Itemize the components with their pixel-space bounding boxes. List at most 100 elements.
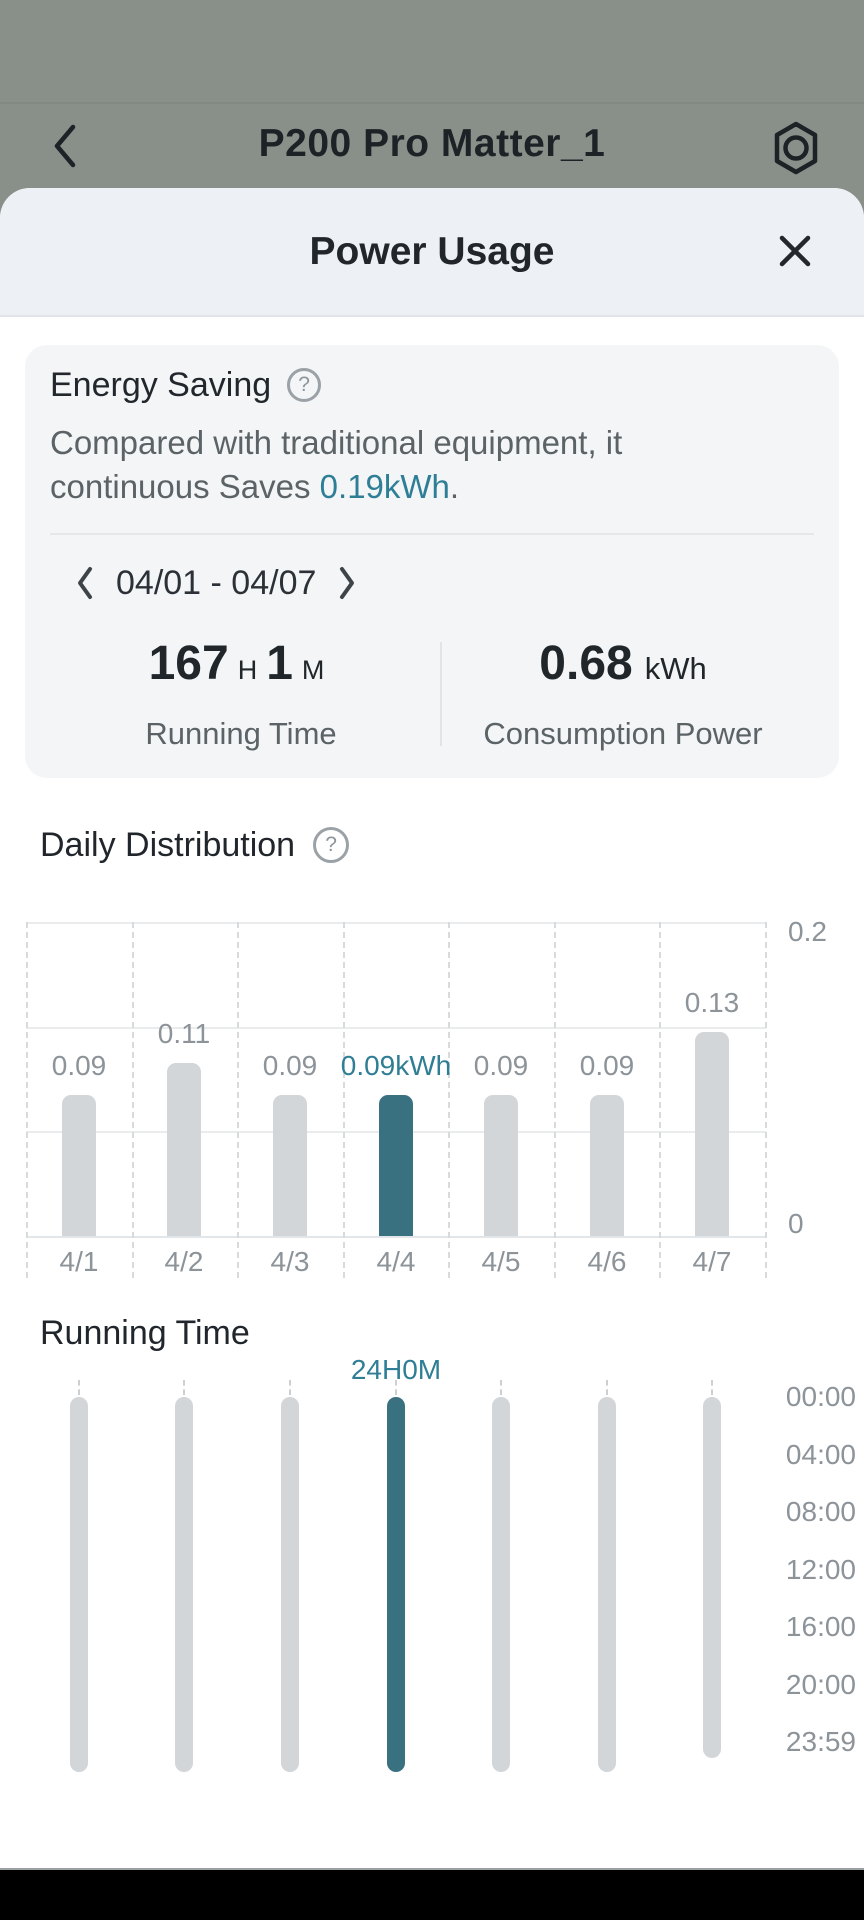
daily-bar-value-label: 0.09 xyxy=(473,1050,529,1081)
daily-chart: 0.09 4/1 0.11 4/2 0.09 4/3 0.09kWh 4/4 0.09 4/5 0.… xyxy=(0,916,864,1287)
energy-saving-description: Compared with traditional equipment, it … xyxy=(50,421,814,509)
date-range-label: 04/01 - 04/07 xyxy=(116,563,317,602)
daily-bar[interactable] xyxy=(379,1095,413,1236)
kwh-unit: kWh xyxy=(644,651,707,686)
next-week-button[interactable] xyxy=(334,563,360,603)
daily-x-label: 4/3 xyxy=(270,1246,310,1277)
runtime-bar-tick xyxy=(289,1380,291,1395)
chevron-right-icon xyxy=(340,567,355,599)
runtime-time-tick: 12:00 xyxy=(785,1554,856,1585)
chevron-left-icon xyxy=(78,567,92,599)
minutes-value: 1 xyxy=(266,637,293,690)
app-header: P200 Pro Matter_1 xyxy=(0,0,864,188)
close-button[interactable] xyxy=(766,222,824,280)
description-suffix: . xyxy=(449,468,460,505)
energy-saving-card: Energy Saving ? Compared with traditiona… xyxy=(25,345,839,778)
daily-bar-value-label: 0.09 xyxy=(262,1050,318,1081)
energy-saving-title: Energy Saving xyxy=(50,365,272,404)
runtime-time-tick: 00:00 xyxy=(785,1381,856,1412)
consumption-stat: 0.68 kWh Consumption Power xyxy=(432,636,814,752)
daily-x-label: 4/2 xyxy=(164,1246,204,1277)
daily-bar[interactable] xyxy=(484,1095,518,1236)
runtime-bar-tick xyxy=(500,1380,502,1395)
runtime-bar xyxy=(703,1397,721,1758)
question-mark-icon: ? xyxy=(325,833,337,856)
x-axis-line xyxy=(26,1236,766,1238)
grid-hline xyxy=(26,1027,766,1029)
runtime-bar-tick xyxy=(606,1380,608,1395)
description-line1: Compared with traditional equipment, it xyxy=(50,424,623,461)
runtime-bar-tick xyxy=(183,1380,185,1395)
running-time-stat-label: Running Time xyxy=(145,716,337,751)
hours-value: 167 xyxy=(148,637,229,690)
stats-divider xyxy=(439,642,442,746)
runtime-bar xyxy=(175,1397,193,1772)
daily-y-tick: 0.2 xyxy=(788,916,827,947)
back-button[interactable] xyxy=(38,116,94,176)
runtime-time-tick: 20:00 xyxy=(785,1669,856,1700)
daily-bar-value-label: 0.09 xyxy=(51,1050,107,1081)
power-usage-sheet: Power Usage Energy Saving ? Compared wit… xyxy=(0,188,864,1920)
runtime-bar xyxy=(70,1397,88,1772)
sheet-header: Power Usage xyxy=(0,188,864,317)
runtime-bar xyxy=(492,1397,510,1772)
energy-saving-title-row: Energy Saving ? xyxy=(50,363,814,407)
settings-button[interactable] xyxy=(764,114,828,182)
daily-bar-value-label: 0.13 xyxy=(684,987,740,1018)
daily-x-label: 4/6 xyxy=(587,1246,627,1277)
energy-saving-help-icon[interactable]: ? xyxy=(287,368,322,402)
consumption-stat-label: Consumption Power xyxy=(483,716,763,751)
daily-distribution-title: Daily Distribution xyxy=(40,825,296,864)
daily-bar[interactable] xyxy=(695,1032,729,1236)
card-divider xyxy=(50,533,814,535)
consumption-value: 0.68 kWh xyxy=(432,636,814,692)
grid-vline xyxy=(343,922,345,1278)
chevron-left-icon xyxy=(54,124,76,168)
daily-bar[interactable] xyxy=(62,1095,96,1236)
grid-vline xyxy=(554,922,556,1278)
savings-value: 0.19kWh xyxy=(319,468,450,505)
grid-vline xyxy=(765,922,767,1278)
grid-vline xyxy=(132,922,134,1278)
gesture-nav-bar xyxy=(0,1868,864,1920)
daily-bar-value-label: 0.09 xyxy=(579,1050,635,1081)
device-title: P200 Pro Matter_1 xyxy=(258,122,606,165)
question-mark-icon: ? xyxy=(298,373,310,396)
stats-row: 167 H 1 M Running Time 0.68 kWh Consumption … xyxy=(50,636,814,752)
kwh-value: 0.68 xyxy=(539,637,633,690)
running-time-heading: Running Time xyxy=(40,1310,250,1356)
running-time-stat: 167 H 1 M Running Time xyxy=(50,636,432,752)
daily-bar-value-label: 0.11 xyxy=(157,1018,211,1049)
running-time-title: Running Time xyxy=(40,1313,250,1352)
daily-bar[interactable] xyxy=(590,1095,624,1236)
runtime-bar-tick xyxy=(78,1380,80,1395)
grid-vline xyxy=(448,922,450,1278)
daily-bar[interactable] xyxy=(273,1095,307,1236)
grid-hline xyxy=(26,922,766,924)
runtime-bar xyxy=(387,1397,405,1772)
daily-x-label: 4/1 xyxy=(59,1246,99,1277)
runtime-bar-tick xyxy=(711,1380,713,1395)
daily-bar[interactable] xyxy=(167,1063,201,1236)
daily-bar-value-label: 0.09kWh xyxy=(340,1050,452,1081)
grid-vline xyxy=(26,922,28,1278)
description-line2: continuous Saves xyxy=(50,468,320,505)
runtime-time-tick: 16:00 xyxy=(785,1611,856,1642)
runtime-bar-tick xyxy=(395,1380,397,1395)
running-time-value: 167 H 1 M xyxy=(50,636,432,692)
header-divider xyxy=(0,102,864,104)
settings-nut-icon xyxy=(774,121,818,175)
runtime-time-tick: 04:00 xyxy=(785,1439,856,1470)
runtime-bar xyxy=(598,1397,616,1772)
minutes-unit: M xyxy=(301,655,325,685)
runtime-time-tick: 23:59 xyxy=(785,1726,856,1757)
prev-week-button[interactable] xyxy=(72,563,98,603)
grid-vline xyxy=(659,922,661,1278)
daily-distribution-help-icon[interactable]: ? xyxy=(313,827,350,863)
close-icon xyxy=(779,235,811,267)
daily-x-label: 4/7 xyxy=(692,1246,732,1277)
daily-distribution-heading: Daily Distribution ? xyxy=(40,822,350,868)
date-range-nav: 04/01 - 04/07 xyxy=(50,561,814,605)
daily-y-tick: 0 xyxy=(788,1208,804,1239)
